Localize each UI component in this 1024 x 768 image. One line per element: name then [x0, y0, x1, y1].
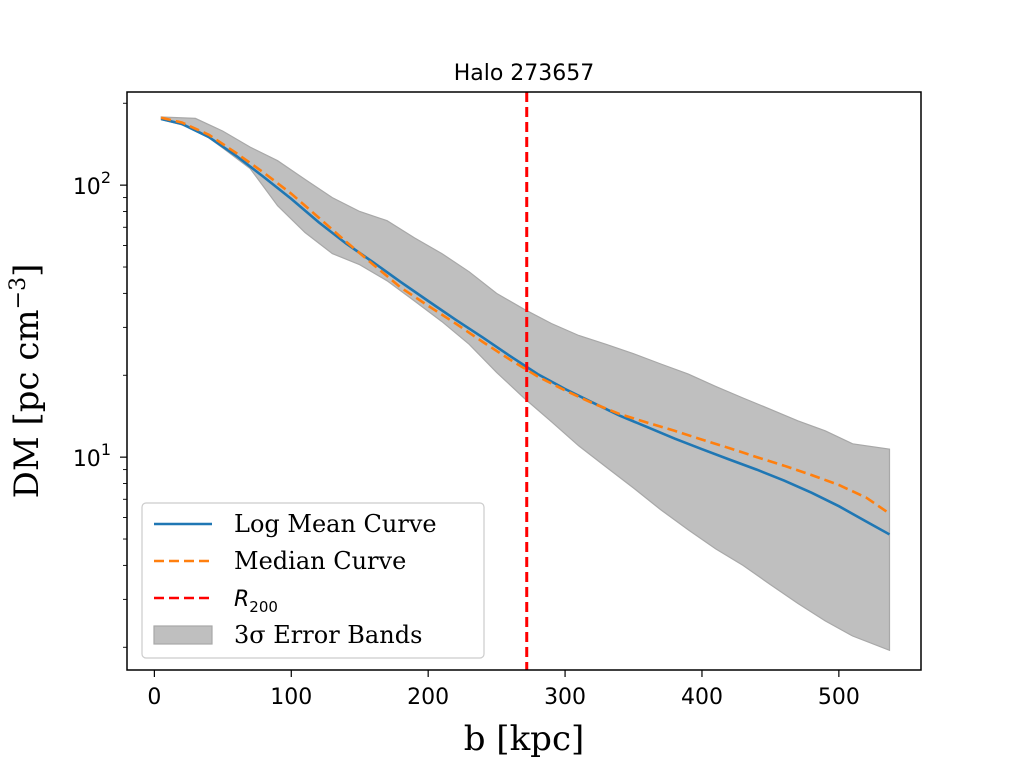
x-tick-label: 0: [147, 685, 161, 710]
y-tick-label: 102: [73, 168, 111, 200]
y-axis-ticks: 101 102: [73, 102, 127, 648]
x-tick-label: 300: [544, 685, 586, 710]
plot-frame: [126, 91, 922, 671]
y-axis-label-close: ]: [7, 264, 47, 277]
median-curve: [160, 116, 891, 515]
series-layer: [160, 92, 891, 670]
legend-box: [141, 502, 485, 659]
legend-item: 3σ Error Bands: [153, 621, 422, 649]
legend: Log Mean Curve Median Curve R200 3σ Error B…: [141, 502, 485, 659]
x-axis-ticks: 0 100 200 300 400 500: [147, 670, 860, 710]
legend-label: R200: [234, 587, 278, 616]
plot-area: 0 100 200 300 400 500 101 102: [73, 91, 922, 710]
legend-label: 3σ Error Bands: [234, 621, 422, 649]
chart-title: Halo 273657: [454, 61, 595, 86]
legend-item: R200: [154, 587, 278, 616]
x-tick-label: 200: [407, 685, 449, 710]
y-axis-label: DM [pc cm−3]: [6, 264, 47, 499]
y-axis-label-main: DM [pc cm: [7, 309, 47, 498]
x-axis-label: b [kpc]: [464, 719, 585, 759]
legend-swatch: [153, 625, 213, 645]
y-axis-label-exp: −3: [6, 277, 31, 309]
legend-item: Log Mean Curve: [154, 510, 437, 538]
y-tick-label: 101: [73, 440, 111, 472]
log-mean-curve: [160, 117, 891, 536]
x-tick-label: 100: [270, 685, 312, 710]
x-tick-label: 400: [681, 685, 723, 710]
legend-item: Median Curve: [154, 547, 406, 575]
legend-label: Log Mean Curve: [234, 510, 437, 538]
x-tick-label: 500: [818, 685, 860, 710]
legend-label: Median Curve: [234, 547, 406, 575]
